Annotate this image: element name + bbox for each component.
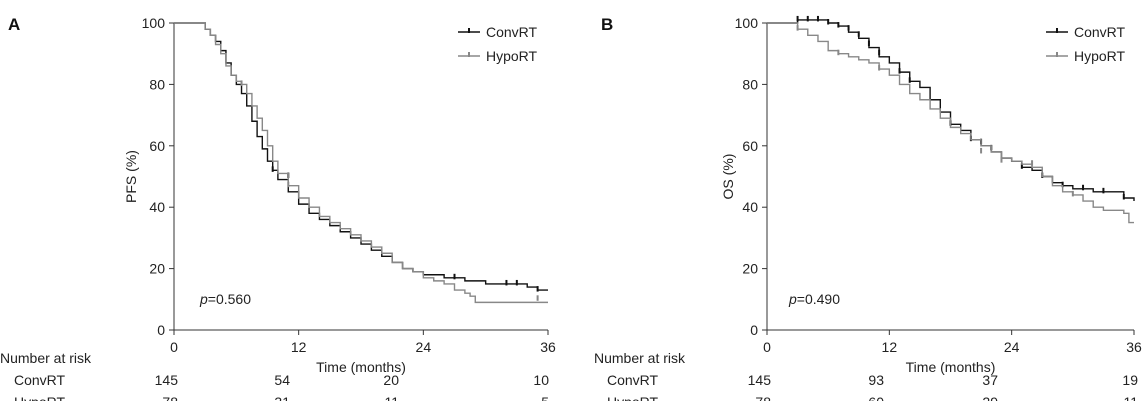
risk-value: 20 [383, 372, 399, 388]
series-line-convrt [174, 22, 548, 291]
y-tick-label: 0 [157, 322, 165, 338]
legend-label: ConvRT [1074, 24, 1126, 40]
x-tick-label: 24 [416, 339, 432, 355]
risk-value: 145 [748, 372, 772, 388]
panel-letter: A [8, 15, 20, 34]
y-tick-label: 60 [149, 138, 165, 154]
risk-value: 37 [982, 372, 998, 388]
y-tick-label: 20 [742, 261, 758, 277]
x-tick-label: 0 [170, 339, 178, 355]
y-axis-label: PFS (%) [123, 150, 139, 203]
p-value-annotation: p=0.490 [788, 291, 840, 307]
risk-value: 31 [274, 394, 290, 401]
risk-table: Number at risk ConvRT 145 93 37 19 HypoRT 78 60 2… [594, 350, 1138, 401]
x-axis-label: Time (months) [906, 359, 996, 375]
risk-value: 11 [384, 394, 399, 401]
x-tick-label: 0 [763, 339, 771, 355]
risk-value: 145 [155, 372, 179, 388]
risk-row-label: HypoRT [14, 394, 66, 401]
legend-entry: HypoRT [1046, 48, 1126, 64]
y-axis-label: OS (%) [720, 154, 736, 200]
p-value-annotation: p=0.560 [199, 291, 251, 307]
panel-letter: B [601, 15, 613, 34]
chart-panel-b: B 0 20 40 60 80 100 0 12 24 36 Time (months) OS (%) C… [594, 15, 1142, 401]
risk-value: 10 [533, 372, 549, 388]
x-tick-label: 12 [882, 339, 898, 355]
risk-table-title: Number at risk [594, 350, 686, 366]
chart-panel-a: A 0 20 40 60 80 100 0 12 24 36 Time (months) PFS (%)… [0, 15, 556, 401]
x-tick-label: 36 [540, 339, 556, 355]
y-tick-label: 100 [735, 15, 759, 31]
risk-table-title: Number at risk [0, 350, 92, 366]
risk-row-label: ConvRT [14, 372, 66, 388]
y-tick-label: 20 [149, 261, 165, 277]
legend-label: HypoRT [1074, 48, 1126, 64]
x-axis-label: Time (months) [316, 359, 406, 375]
risk-value: 11 [1123, 394, 1138, 401]
y-tick-label: 40 [149, 199, 165, 215]
x-tick-label: 36 [1126, 339, 1142, 355]
series-line-hyport [174, 22, 548, 304]
risk-row-label: ConvRT [607, 372, 659, 388]
legend-entry: ConvRT [1046, 24, 1126, 40]
risk-value: 78 [162, 394, 178, 401]
x-tick-label: 12 [291, 339, 307, 355]
y-tick-label: 80 [742, 76, 758, 92]
risk-value: 54 [274, 372, 290, 388]
series-line-convrt [767, 19, 1135, 202]
y-tick-label: 100 [142, 15, 166, 31]
y-tick-label: 60 [742, 138, 758, 154]
risk-value: 29 [982, 394, 998, 401]
risk-value: 78 [755, 394, 771, 401]
series-line-hyport [767, 22, 1134, 224]
y-tick-label: 80 [149, 76, 165, 92]
risk-table: Number at risk ConvRT 145 54 20 10 HypoRT 78 31 1… [0, 350, 549, 401]
risk-value: 93 [868, 372, 884, 388]
y-tick-label: 40 [742, 199, 758, 215]
risk-value: 60 [868, 394, 884, 401]
legend-entry: HypoRT [458, 48, 538, 64]
legend-entry: ConvRT [458, 24, 538, 40]
risk-value: 19 [1122, 372, 1138, 388]
risk-value: 5 [541, 394, 549, 401]
legend-label: ConvRT [486, 24, 538, 40]
x-tick-label: 24 [1004, 339, 1020, 355]
risk-row-label: HypoRT [607, 394, 659, 401]
y-tick-label: 0 [750, 322, 758, 338]
legend-label: HypoRT [486, 48, 538, 64]
